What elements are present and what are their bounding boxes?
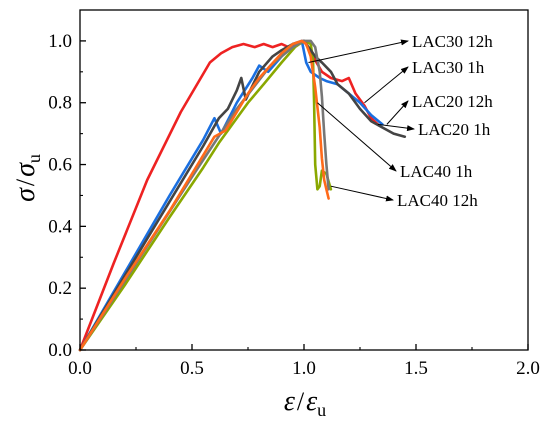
series-layer: [78, 39, 407, 352]
series-line-3: [78, 39, 407, 352]
series-line-1: [78, 39, 384, 352]
series-line-5: [78, 39, 330, 352]
x-tick-label: 2.0: [516, 358, 540, 379]
annotation-arrow: [317, 102, 397, 172]
x-tick-label: 0.0: [68, 358, 92, 379]
y-tick-label: 0.2: [48, 278, 72, 299]
y-axis-label: σ/σu: [10, 154, 44, 202]
y-tick-label: 1.0: [48, 31, 72, 52]
annotation-arrow: [377, 123, 415, 132]
y-tick-label: 0.4: [48, 216, 72, 237]
annotation-label: LAC40 12h: [397, 191, 478, 210]
x-tick-label: 1.0: [292, 358, 316, 379]
y-tick-label: 0.6: [48, 155, 72, 176]
annotation-arrow: [330, 185, 394, 202]
annotation-arrow: [386, 100, 409, 125]
series-line-0: [78, 39, 380, 352]
annotation-arrow: [308, 39, 409, 64]
ticks-layer: 0.0 0.5 1.0 1.5 2.0 0.0 0.2 0.4 0.6 0.8 1.0: [48, 31, 540, 379]
annotation-layer: LAC30 12h LAC30 1h LAC20 12h LAC20 1h LAC40 …: [308, 32, 493, 210]
x-tick-label: 1.5: [404, 358, 428, 379]
y-tick-label: 0.8: [48, 93, 72, 114]
y-tick-label: 0.0: [48, 340, 72, 361]
series-line-4: [78, 39, 330, 352]
annotation-label: LAC30 1h: [412, 58, 485, 77]
annotation-label: LAC40 1h: [400, 162, 473, 181]
annotation-label: LAC20 12h: [412, 92, 493, 111]
series-line-2: [78, 39, 333, 352]
annotation-arrow: [364, 66, 409, 104]
x-axis-label: ε/εu: [284, 386, 326, 420]
annotation-label: LAC20 1h: [418, 120, 491, 139]
annotation-label: LAC30 12h: [412, 32, 493, 51]
x-tick-label: 0.5: [180, 358, 204, 379]
